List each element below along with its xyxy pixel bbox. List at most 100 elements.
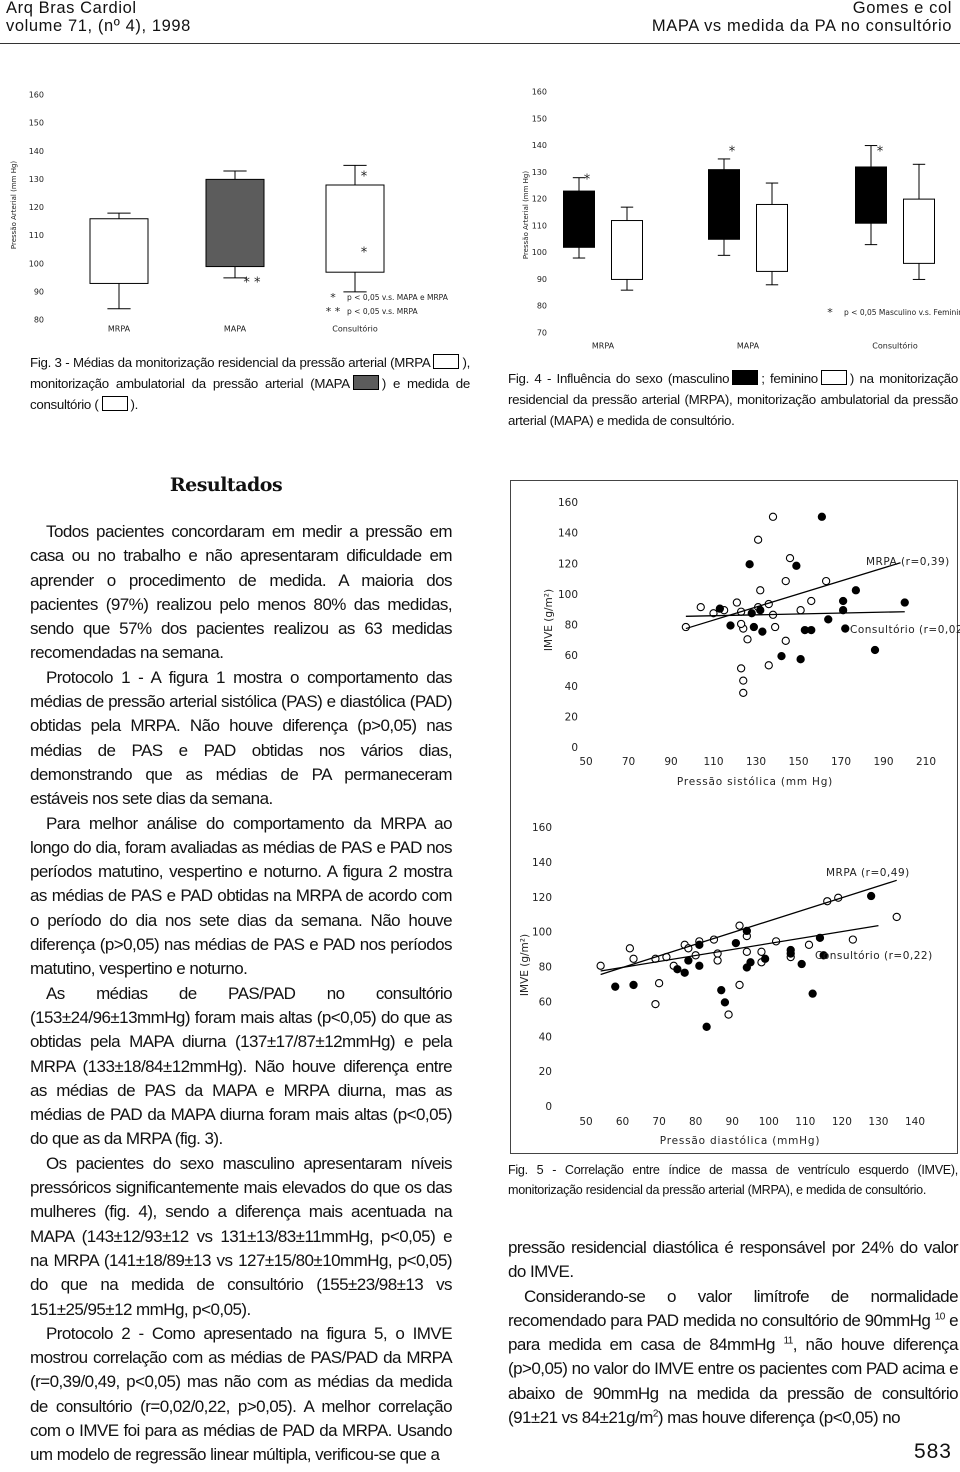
box	[325, 184, 385, 273]
x-tick-label: 90	[664, 756, 677, 768]
y-tick-label: 130	[532, 168, 547, 177]
data-point	[757, 947, 766, 956]
data-point	[680, 968, 689, 977]
x-tick-label: Consultório	[872, 341, 918, 351]
x-tick-label: 60	[616, 1116, 629, 1128]
y-tick-label: 40	[539, 1031, 552, 1043]
data-point	[866, 891, 876, 901]
data-point	[695, 961, 704, 970]
y-tick-label: 90	[537, 275, 547, 284]
data-point	[732, 598, 742, 607]
data-point	[717, 986, 726, 995]
data-point	[629, 980, 638, 990]
data-point	[796, 655, 805, 664]
y-axis-label: Pressão Arterial (mm Hg)	[522, 171, 530, 260]
data-point	[742, 926, 751, 936]
y-tick-label: 90	[34, 287, 44, 296]
data-point	[797, 959, 806, 969]
series-label: MRPA (r=0,39)	[866, 556, 950, 568]
data-point	[781, 636, 790, 645]
box	[756, 203, 788, 272]
significance-marker: *	[361, 246, 368, 261]
data-point	[758, 627, 767, 636]
data-point	[739, 688, 748, 698]
data-point	[625, 944, 635, 953]
scatter-chart: 0 20 40 60 80 100 120 140 160 50 70 90 110 130 150 170 1…	[543, 497, 960, 788]
paragraph: Todos pacientes concordaram em medir a p…	[30, 522, 453, 663]
text-run: pressão residencial diastólica é respons…	[508, 1238, 959, 1282]
data-point	[900, 598, 909, 607]
data-point	[777, 651, 786, 661]
caption-text: ) e medida de consultório (	[30, 376, 470, 412]
journal-issue: volume 71, (nº 4), 1998	[6, 17, 191, 35]
data-point	[681, 622, 691, 632]
series-label: MRPA (r=0,49)	[826, 867, 910, 879]
caption-text: ; feminino	[761, 371, 818, 386]
paragraph: Protocolo 2 - Como apresentado na figura…	[30, 1323, 453, 1465]
data-point	[720, 998, 730, 1007]
data-point	[726, 621, 735, 630]
y-tick-label: 140	[558, 528, 578, 540]
text-run: Considerando-se o valor limítrofe de nor…	[508, 1286, 959, 1330]
y-tick-label: 20	[539, 1066, 552, 1078]
data-point	[753, 535, 763, 544]
data-point	[715, 604, 725, 613]
data-point	[838, 606, 848, 615]
legend-swatch	[820, 370, 847, 385]
y-tick-label: 140	[532, 857, 552, 869]
data-point	[848, 935, 858, 944]
x-tick-label: 50	[579, 1116, 592, 1128]
series-label: Consultório (r=0,22)	[815, 950, 933, 962]
caption-text: Fig. 3 - Médias da monitorização residen…	[30, 355, 431, 370]
y-tick-label: 80	[537, 302, 547, 311]
box	[563, 190, 595, 248]
data-point	[756, 586, 765, 595]
box	[708, 169, 740, 240]
caption-text: ), monitorização ambulatorial da pressão…	[30, 355, 470, 391]
data-point	[786, 949, 795, 958]
data-point	[713, 956, 722, 965]
data-point	[870, 645, 880, 655]
y-tick-label: 20	[565, 711, 578, 723]
x-axis-label: Pressão diastólica (mmHg)	[660, 1135, 820, 1147]
y-tick-label: 150	[532, 114, 547, 123]
x-tick-label: 50	[579, 756, 592, 768]
x-tick-label: 80	[689, 1116, 702, 1128]
data-point	[745, 560, 754, 569]
figure-caption: Fig. 3 - Médias da monitorização residen…	[30, 352, 470, 415]
section-title: Resultados	[169, 474, 283, 496]
x-tick-label: 90	[726, 1116, 739, 1128]
legend-swatch	[732, 370, 759, 385]
x-tick-label: 210	[916, 756, 936, 768]
data-point	[746, 958, 755, 967]
regression-line	[685, 562, 901, 630]
data-point	[724, 1010, 733, 1019]
y-tick-label: 120	[532, 195, 547, 204]
data-point	[654, 979, 664, 988]
y-tick-label: 140	[532, 141, 547, 150]
y-axis-label: IMVE (g/m²)	[543, 589, 555, 651]
y-tick-label: 150	[29, 119, 44, 128]
significance-marker: * *	[243, 276, 261, 291]
data-point	[892, 912, 901, 922]
data-point	[821, 576, 831, 586]
paragraph: Considerando-se o valor limítrofe de nor…	[508, 1285, 959, 1431]
significance-marker: *	[361, 170, 368, 185]
x-tick-label: 170	[831, 756, 851, 768]
data-point	[768, 512, 778, 521]
caption-text: Fig. 4 - Influência do sexo (masculino	[508, 371, 730, 386]
x-tick-label: 150	[788, 756, 808, 768]
x-tick-label: 120	[832, 1116, 852, 1128]
superscript: 10	[934, 1311, 946, 1323]
superscript: 2	[652, 1408, 659, 1420]
x-tick-label: Consultório	[332, 324, 378, 334]
x-axis-label: Pressão sistólica (mm Hg)	[677, 776, 833, 788]
data-point	[770, 622, 780, 632]
regression-line	[600, 925, 879, 972]
note-symbol: * *	[326, 305, 341, 318]
y-tick-label: 80	[539, 962, 552, 974]
data-point	[673, 965, 682, 974]
data-point	[736, 619, 746, 629]
